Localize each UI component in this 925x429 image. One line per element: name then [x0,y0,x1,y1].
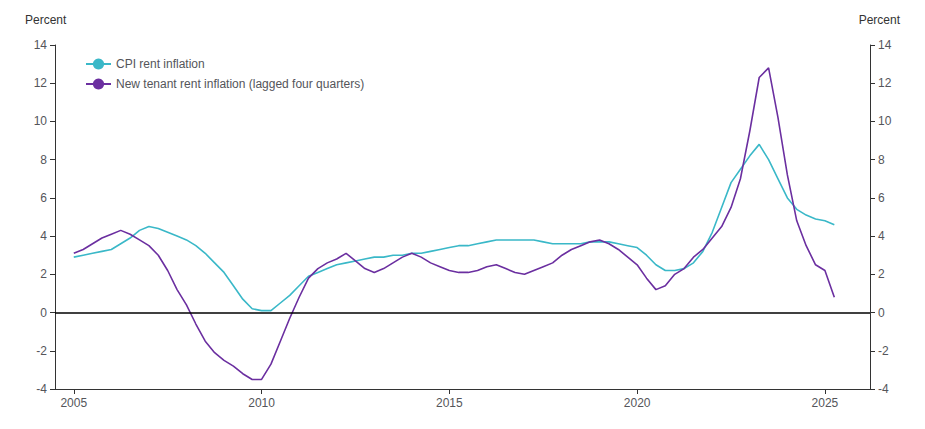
svg-text:2010: 2010 [248,396,275,410]
svg-text:0: 0 [878,306,885,320]
svg-text:2: 2 [878,267,885,281]
svg-text:6: 6 [878,191,885,205]
svg-text:4: 4 [878,229,885,243]
svg-text:8: 8 [40,153,47,167]
svg-text:10: 10 [878,114,892,128]
svg-text:2: 2 [40,267,47,281]
svg-text:14: 14 [878,38,892,52]
svg-text:2025: 2025 [812,396,839,410]
svg-text:Percent: Percent [25,13,67,27]
svg-text:-4: -4 [36,382,47,396]
svg-text:CPI rent inflation: CPI rent inflation [116,57,205,71]
svg-text:New tenant rent inflation (lag: New tenant rent inflation (lagged four q… [116,77,364,91]
svg-text:2020: 2020 [624,396,651,410]
svg-text:2005: 2005 [60,396,87,410]
svg-text:4: 4 [40,229,47,243]
svg-text:6: 6 [40,191,47,205]
svg-text:2015: 2015 [436,396,463,410]
svg-text:10: 10 [34,114,48,128]
svg-text:12: 12 [878,76,892,90]
svg-text:0: 0 [40,306,47,320]
svg-text:-4: -4 [878,382,889,396]
svg-text:8: 8 [878,153,885,167]
svg-text:Percent: Percent [859,13,901,27]
svg-text:-2: -2 [36,344,47,358]
svg-text:-2: -2 [878,344,889,358]
svg-text:12: 12 [34,76,48,90]
svg-text:14: 14 [34,38,48,52]
